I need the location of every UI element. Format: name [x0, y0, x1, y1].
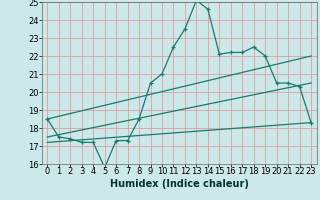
X-axis label: Humidex (Indice chaleur): Humidex (Indice chaleur) — [110, 179, 249, 189]
